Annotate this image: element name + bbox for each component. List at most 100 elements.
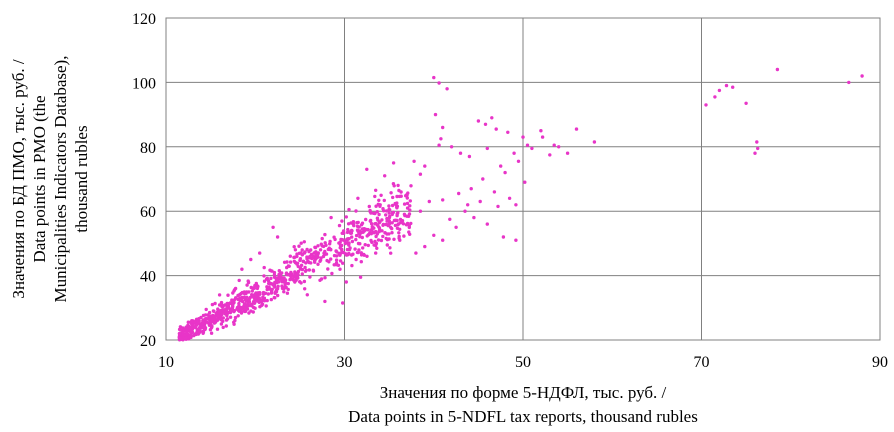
data-point xyxy=(311,254,315,258)
data-point xyxy=(337,223,342,228)
data-point xyxy=(293,248,298,252)
data-point xyxy=(280,271,284,275)
data-point xyxy=(232,289,236,293)
data-point xyxy=(388,208,392,212)
data-point xyxy=(338,259,343,263)
data-point xyxy=(247,297,251,301)
data-point xyxy=(242,295,246,300)
data-point xyxy=(220,303,224,307)
data-point xyxy=(369,238,373,243)
data-point xyxy=(744,101,748,106)
data-point xyxy=(389,251,393,255)
data-point xyxy=(399,194,403,198)
data-point xyxy=(300,267,305,272)
data-point xyxy=(210,324,214,329)
data-point xyxy=(466,203,470,207)
data-point xyxy=(391,195,395,200)
data-point xyxy=(467,154,472,159)
data-point xyxy=(448,217,452,221)
data-point xyxy=(323,276,327,280)
data-point xyxy=(449,145,454,149)
data-point xyxy=(402,212,407,216)
data-point xyxy=(319,242,323,246)
data-point xyxy=(359,230,363,235)
data-point xyxy=(492,190,497,194)
data-point xyxy=(384,213,388,217)
data-point xyxy=(523,180,527,184)
data-point xyxy=(201,325,206,329)
data-point xyxy=(298,258,302,263)
data-point xyxy=(385,219,389,223)
data-point xyxy=(378,220,382,224)
data-point xyxy=(178,328,182,332)
data-point xyxy=(292,255,296,260)
data-point xyxy=(285,291,290,295)
data-point xyxy=(304,268,308,272)
y-axis-label-line-2: Data points in PMO (the xyxy=(30,95,49,262)
data-point xyxy=(305,293,309,297)
data-point xyxy=(185,332,189,336)
data-point xyxy=(216,314,220,318)
data-point xyxy=(204,307,208,312)
data-point xyxy=(219,322,224,326)
data-point xyxy=(267,281,271,286)
data-point xyxy=(483,122,488,127)
data-point xyxy=(387,204,391,208)
data-point xyxy=(441,125,445,130)
data-point xyxy=(463,209,467,213)
data-point xyxy=(346,227,350,232)
data-point xyxy=(277,269,281,273)
data-point xyxy=(724,83,729,88)
data-point xyxy=(390,203,395,208)
data-point xyxy=(374,204,378,208)
data-point xyxy=(457,191,461,196)
data-point xyxy=(347,237,351,241)
data-point xyxy=(388,246,392,250)
data-point xyxy=(370,225,374,229)
data-point xyxy=(387,215,392,219)
data-point xyxy=(193,320,197,324)
data-point xyxy=(308,254,312,259)
data-point xyxy=(407,224,411,228)
data-point xyxy=(373,211,377,216)
data-point xyxy=(271,225,275,229)
data-point xyxy=(298,280,302,284)
data-point xyxy=(246,279,250,283)
data-point xyxy=(297,244,301,248)
data-point xyxy=(302,279,307,284)
data-point xyxy=(327,260,331,264)
y-axis-label-line-4: thousand rubles xyxy=(72,125,91,232)
data-point xyxy=(373,222,377,226)
data-point xyxy=(847,80,851,85)
data-point xyxy=(374,229,378,234)
data-point xyxy=(284,281,288,285)
data-point xyxy=(288,277,292,282)
data-point xyxy=(441,238,445,242)
data-point xyxy=(404,223,409,227)
data-point xyxy=(273,296,277,300)
data-point xyxy=(303,265,307,270)
data-point xyxy=(390,226,394,231)
x-axis-ticks: 10 30 50 70 90 xyxy=(158,354,888,371)
data-point xyxy=(253,306,257,310)
data-point xyxy=(208,314,213,319)
data-point xyxy=(501,235,506,239)
data-point xyxy=(344,253,349,257)
y-tick-label: 120 xyxy=(132,11,156,28)
data-point xyxy=(381,223,385,227)
data-point xyxy=(469,187,473,191)
data-point xyxy=(302,240,306,244)
data-point xyxy=(193,325,198,330)
data-point xyxy=(377,212,381,217)
data-point xyxy=(395,212,399,216)
data-point xyxy=(316,262,320,266)
data-point xyxy=(391,210,396,214)
data-point xyxy=(237,278,241,283)
data-point xyxy=(336,263,341,267)
data-point xyxy=(220,313,224,317)
data-point xyxy=(323,241,327,245)
data-point xyxy=(369,222,374,226)
data-point xyxy=(245,283,249,287)
x-tick-label: 90 xyxy=(872,354,888,371)
data-point xyxy=(274,278,279,282)
